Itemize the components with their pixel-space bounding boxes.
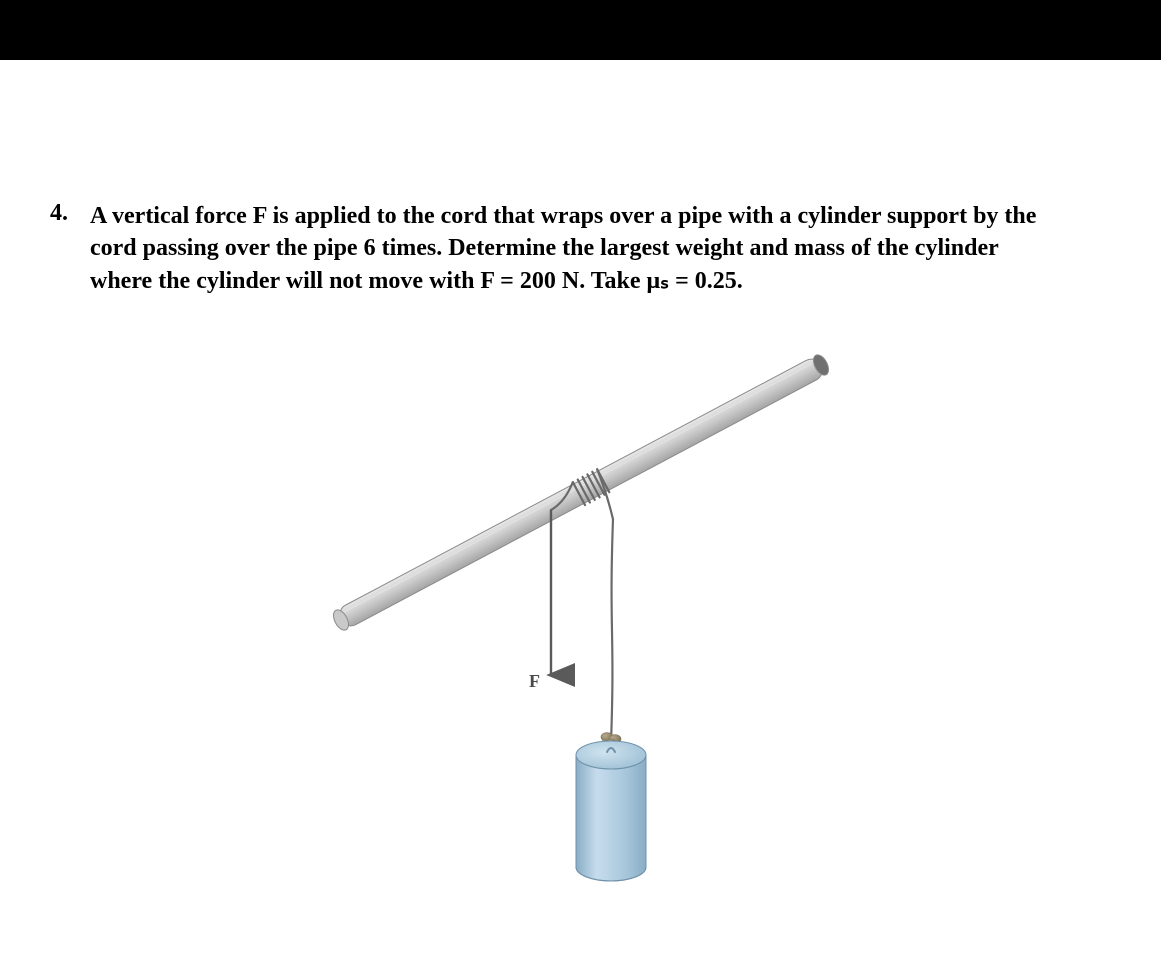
problem-text: A vertical force F is applied to the cor… xyxy=(90,200,1050,297)
problem-number: 4. xyxy=(50,200,90,227)
pipe xyxy=(330,353,831,633)
problem-block: 4. A vertical force F is applied to the … xyxy=(50,200,1111,297)
top-black-bar xyxy=(0,0,1161,60)
page-content: 4. A vertical force F is applied to the … xyxy=(0,60,1161,885)
hang-cord xyxy=(611,519,613,743)
problem-figure: F xyxy=(50,325,1111,885)
cylinder-weight xyxy=(576,741,646,881)
force-label: F xyxy=(529,671,540,691)
diagram-svg: F xyxy=(281,325,881,885)
